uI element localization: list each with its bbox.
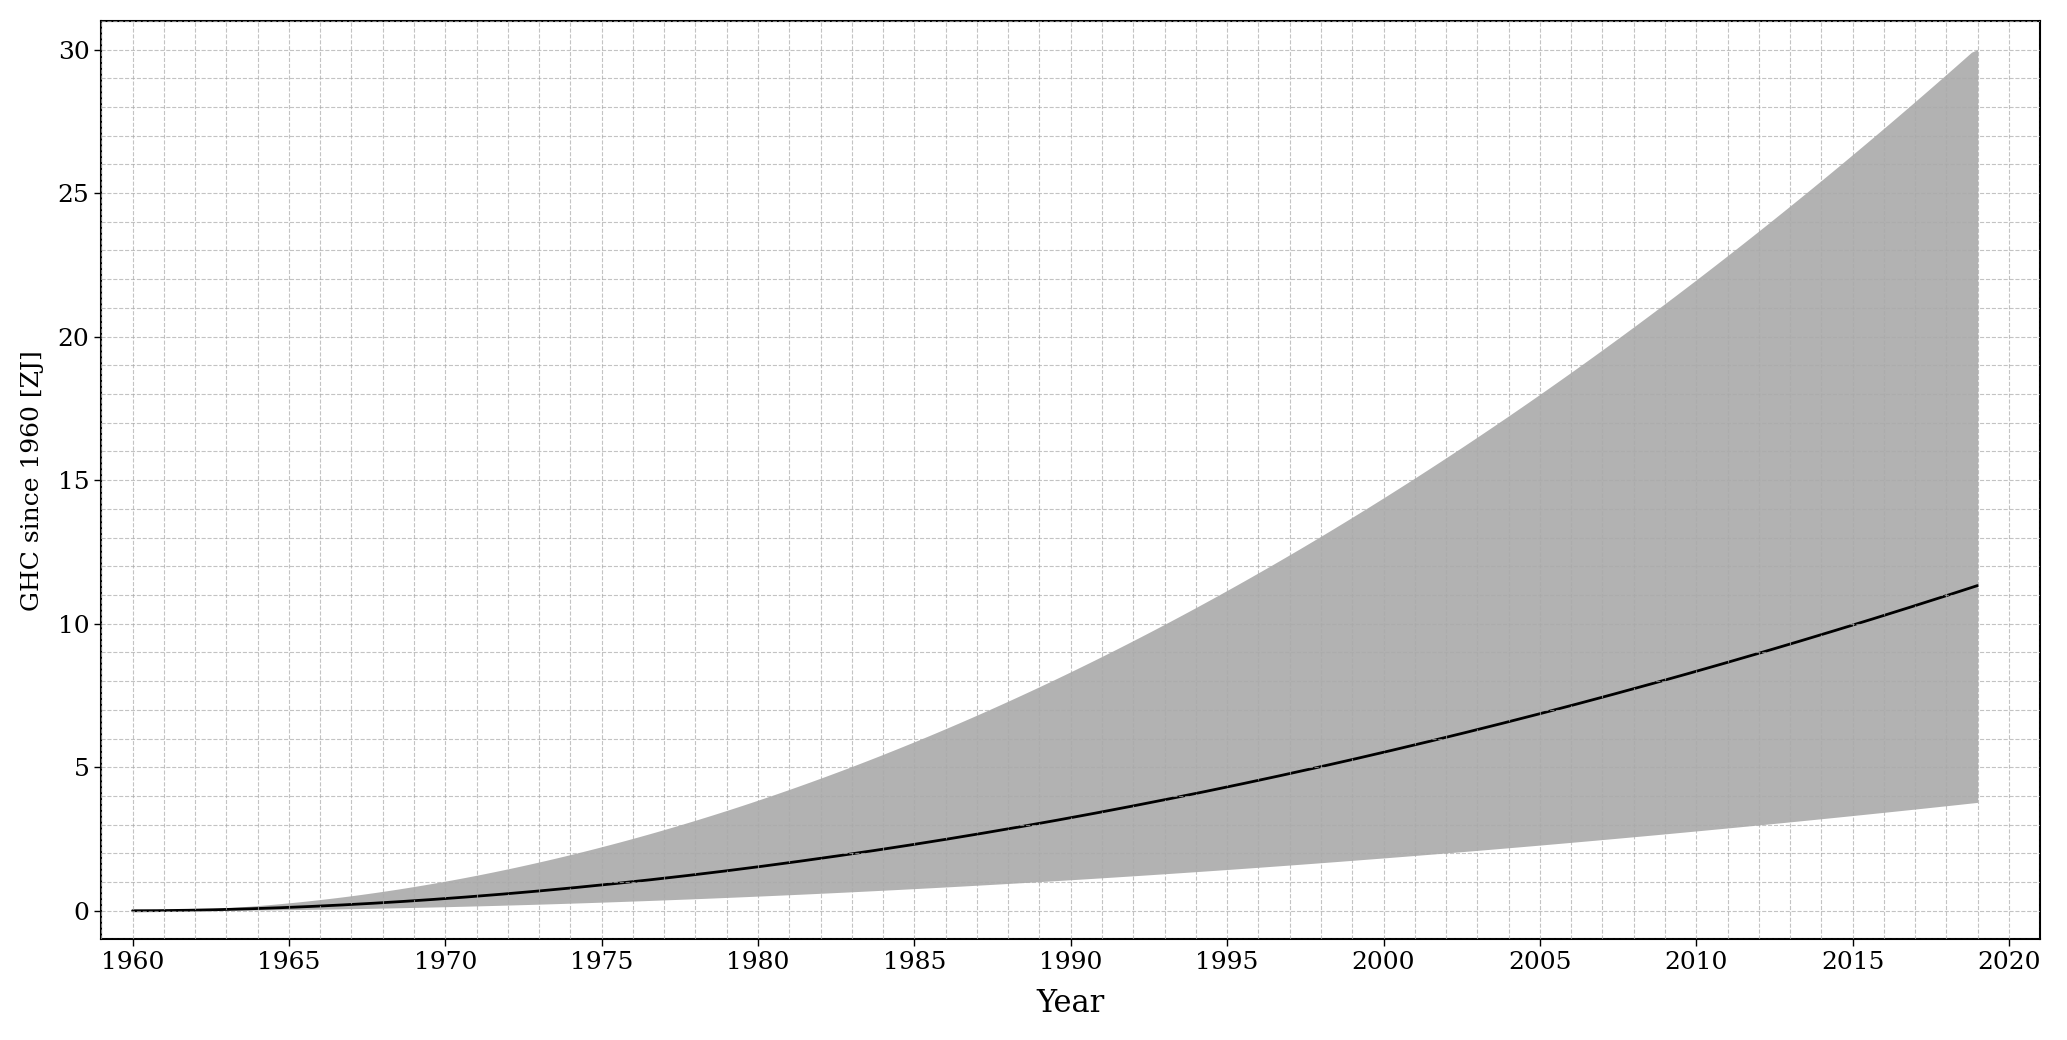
- Y-axis label: GHC since 1960 [ZJ]: GHC since 1960 [ZJ]: [21, 349, 43, 610]
- X-axis label: Year: Year: [1038, 988, 1106, 1019]
